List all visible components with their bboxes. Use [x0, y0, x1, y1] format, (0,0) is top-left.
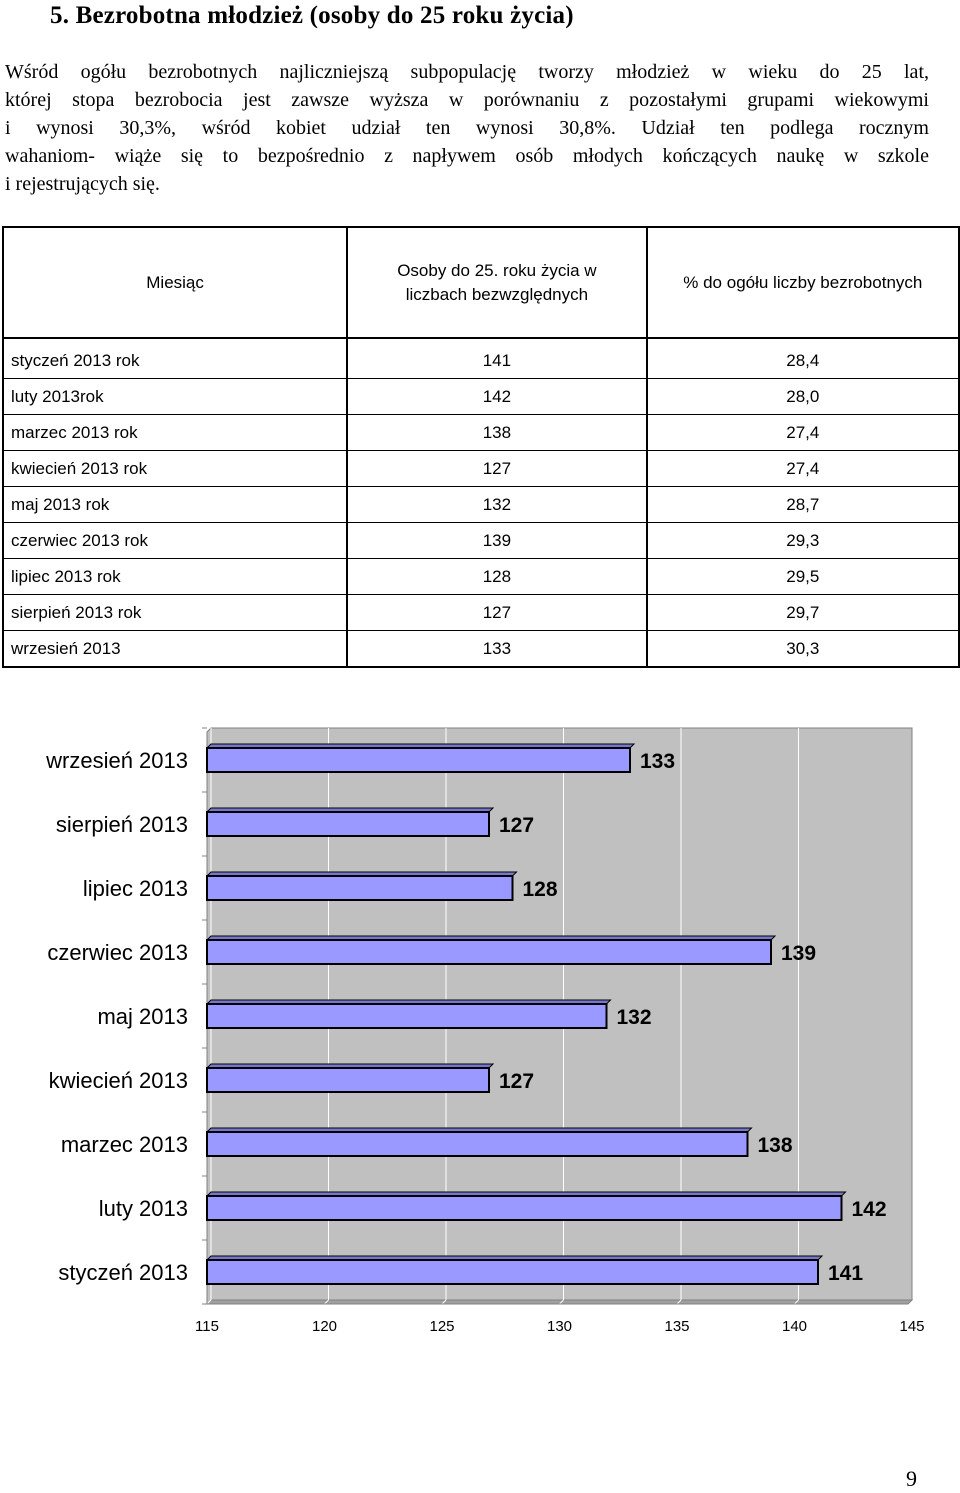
cell-month: luty 2013rok	[1, 378, 349, 415]
page-number: 9	[906, 1466, 917, 1491]
cell-count: 133	[346, 630, 648, 668]
cell-month: lipiec 2013 rok	[1, 558, 349, 595]
table-row: wrzesień 2013 133 30,3	[1, 630, 960, 668]
x-tick-label: 130	[547, 1318, 572, 1335]
bar	[206, 1067, 490, 1093]
category-label: wrzesień 2013	[45, 748, 188, 773]
gridline-floor	[794, 1299, 799, 1305]
category-label: styczeń 2013	[58, 1260, 188, 1285]
bar	[206, 1195, 843, 1221]
x-tick-label: 115	[195, 1318, 219, 1335]
data-label: 128	[523, 878, 558, 901]
table-header-row: Miesiąc Osoby do 25. roku życia w liczba…	[1, 226, 960, 339]
table-row: lipiec 2013 rok 128 29,5	[1, 558, 960, 595]
bar	[206, 811, 490, 837]
cell-count: 128	[346, 558, 648, 595]
cell-count: 127	[346, 594, 648, 631]
cell-month: maj 2013 rok	[1, 486, 349, 523]
cell-month: kwiecień 2013 rok	[1, 450, 349, 487]
bar	[206, 939, 772, 965]
cell-percent: 29,7	[645, 594, 960, 631]
gridline-floor	[441, 1299, 447, 1305]
intro-paragraph: Wśród ogółu bezrobotnych najliczniejszą …	[5, 58, 929, 198]
bar-chart: wrzesień 2013 133 sierpień 2013 127 lipiec 2…	[45, 727, 925, 1335]
cell-percent: 29,3	[645, 522, 960, 559]
cell-month: marzec 2013 rok	[1, 414, 349, 451]
category-label: sierpień 2013	[56, 812, 188, 837]
cell-percent: 30,3	[645, 630, 960, 668]
cell-month: czerwiec 2013 rok	[1, 522, 349, 559]
cell-month: styczeń 2013 rok	[1, 337, 349, 379]
bar	[206, 1003, 608, 1029]
cell-percent: 29,5	[645, 558, 960, 595]
bar	[206, 1131, 749, 1157]
cell-count: 139	[346, 522, 648, 559]
header-count-line1: Osoby do 25. roku życia w	[397, 260, 597, 280]
cell-count: 141	[346, 337, 648, 379]
x-tick-label: 145	[899, 1318, 924, 1335]
cell-count: 127	[346, 450, 648, 487]
gridline-floor	[676, 1299, 682, 1305]
data-label: 138	[758, 1134, 793, 1157]
header-percent: % do ogółu liczby bezrobotnych	[645, 226, 960, 339]
paragraph-line: wahaniom- wiąże się to bezpośrednio z na…	[5, 145, 929, 167]
bar	[206, 747, 631, 773]
data-label: 141	[828, 1262, 863, 1285]
gridline-floor	[206, 1299, 212, 1305]
cell-percent: 28,7	[645, 486, 960, 523]
gridline-floor	[324, 1299, 329, 1305]
table-row: marzec 2013 rok 138 27,4	[1, 414, 960, 451]
paragraph-line: Wśród ogółu bezrobotnych najliczniejszą …	[5, 61, 929, 83]
paragraph-line: której stopa bezrobocia jest zawsze wyżs…	[5, 89, 929, 111]
cell-month: sierpień 2013 rok	[1, 594, 349, 631]
category-label: marzec 2013	[61, 1132, 188, 1157]
data-label: 132	[617, 1006, 652, 1029]
cell-count: 132	[346, 486, 648, 523]
bar	[206, 1259, 819, 1285]
header-month: Miesiąc	[1, 226, 349, 339]
x-tick-label: 135	[664, 1318, 689, 1335]
gridline-floor	[911, 1299, 917, 1305]
table-row: kwiecień 2013 rok 127 27,4	[1, 450, 960, 487]
category-label: kwiecień 2013	[49, 1068, 188, 1093]
cell-month: wrzesień 2013	[1, 630, 349, 668]
header-count: Osoby do 25. roku życia w liczbach bezwz…	[346, 226, 648, 339]
cell-count: 138	[346, 414, 648, 451]
category-label: luty 2013	[99, 1196, 188, 1221]
category-label: czerwiec 2013	[47, 940, 188, 965]
paragraph-line: i wynosi 30,3%, wśród kobiet udział ten …	[5, 117, 929, 139]
cell-count: 142	[346, 378, 648, 415]
table-row: maj 2013 rok 132 28,7	[1, 486, 960, 523]
data-label: 127	[499, 1070, 534, 1093]
bar	[206, 875, 514, 901]
table-row: czerwiec 2013 rok 139 29,3	[1, 522, 960, 559]
gridline-floor	[559, 1299, 564, 1305]
x-tick-label: 140	[782, 1318, 807, 1335]
category-label: maj 2013	[97, 1004, 188, 1029]
table-row: sierpień 2013 rok 127 29,7	[1, 594, 960, 631]
header-count-line2: liczbach bezwzględnych	[405, 284, 589, 304]
section-heading: 5. Bezrobotna młodzież (osoby do 25 roku…	[50, 2, 574, 29]
x-tick-label: 120	[312, 1318, 337, 1335]
x-tick-label: 125	[429, 1318, 454, 1335]
table-row: styczeń 2013 rok 141 28,4	[1, 337, 960, 379]
data-label: 133	[640, 750, 675, 773]
paragraph-line: i rejestrujących się.	[5, 173, 160, 195]
cell-percent: 27,4	[645, 414, 960, 451]
unemployment-table: Miesiąc Osoby do 25. roku życia w liczba…	[1, 226, 960, 668]
data-label: 139	[781, 942, 816, 965]
table-row: luty 2013rok 142 28,0	[1, 378, 960, 415]
data-label: 142	[852, 1198, 887, 1221]
cell-percent: 27,4	[645, 450, 960, 487]
data-label: 127	[499, 814, 534, 837]
cell-percent: 28,0	[645, 378, 960, 415]
category-label: lipiec 2013	[83, 876, 188, 901]
cell-percent: 28,4	[645, 337, 960, 379]
